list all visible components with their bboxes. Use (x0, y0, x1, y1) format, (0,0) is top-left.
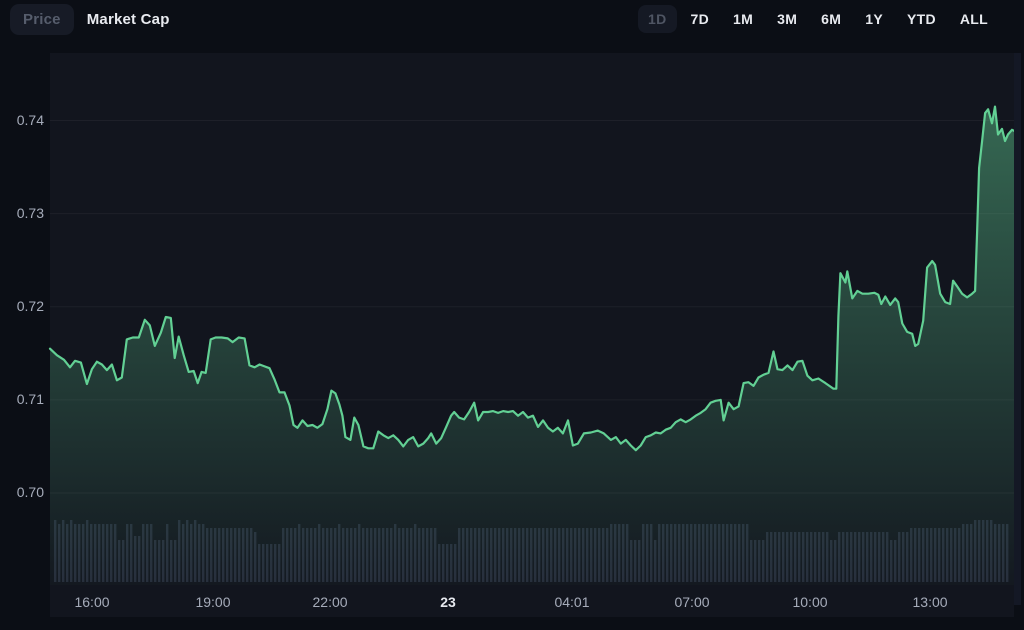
y-axis-label: 0.70 (16, 484, 44, 500)
y-axis-label: 0.74 (16, 111, 44, 128)
y-axis-label: 0.71 (16, 390, 44, 407)
tab-market-cap[interactable]: Market Cap (86, 10, 170, 28)
range-1y[interactable]: 1Y (865, 11, 883, 27)
price-marketcap-toggle: Price Market Cap (10, 3, 183, 35)
time-range-selector: 1D 7D 1M 3M 6M 1Y YTD ALL (638, 5, 998, 33)
tab-price[interactable]: Price (10, 3, 74, 35)
range-1d[interactable]: 1D (638, 5, 677, 33)
chart-scrollbar-track[interactable] (1014, 53, 1021, 605)
y-axis-label: 0.72 (16, 297, 44, 314)
price-chart[interactable]: 0.74 0.73 0.72 0.71 0.70 16:00 19:00 22:00 23 04… (0, 46, 1024, 630)
range-3m[interactable]: 3M (777, 11, 798, 27)
y-axis-label: 0.73 (16, 204, 44, 221)
range-ytd[interactable]: YTD (906, 11, 936, 27)
range-all[interactable]: ALL (959, 11, 988, 27)
chart-toolbar: Price Market Cap 1D 7D 1M 3M 6M 1Y YTD ALL (0, 0, 1024, 36)
range-7d[interactable]: 7D (690, 11, 710, 27)
range-1m[interactable]: 1M (733, 11, 754, 27)
range-6m[interactable]: 6M (821, 11, 842, 27)
plot-background (50, 53, 1014, 617)
